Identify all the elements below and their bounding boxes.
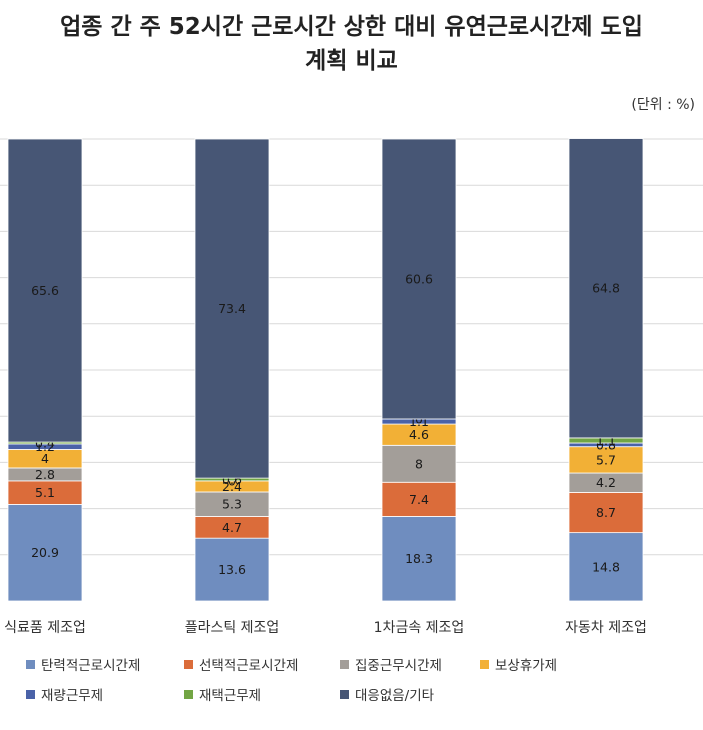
data-label: 4.2 <box>596 475 616 490</box>
bar-segment <box>381 444 457 483</box>
data-label: 60.6 <box>405 271 433 286</box>
data-label: 8 <box>415 456 423 471</box>
legend-swatch <box>340 689 349 699</box>
legend-item: 재택근무제 <box>184 684 261 704</box>
legend-label: 대응없음/기타 <box>355 688 435 704</box>
x-tick-label: 식료품 제조업 <box>4 620 86 636</box>
data-label: 4.7 <box>222 520 242 535</box>
data-label: 5.1 <box>35 485 55 500</box>
legend-label: 탄력적근로시간제 <box>41 658 141 674</box>
legend-item: 보상휴가제 <box>480 654 557 674</box>
legend-swatch <box>26 689 35 699</box>
data-label: 65.6 <box>31 283 59 298</box>
data-label: 64.8 <box>592 281 620 296</box>
data-label: 14.8 <box>592 559 620 574</box>
legend-label: 재량근무제 <box>41 688 104 704</box>
legend-label: 보상휴가제 <box>495 658 558 674</box>
bar-segment <box>568 492 644 534</box>
legend-swatch <box>184 689 193 699</box>
bar-segment <box>194 491 270 517</box>
data-label: 4.6 <box>409 427 429 442</box>
bar-segment <box>381 138 457 420</box>
chart-title-line1: 업종 간 주 52시간 근로시간 상한 대비 유연근로시간제 도입 <box>60 14 643 40</box>
legend-item: 탄력적근로시간제 <box>26 654 140 674</box>
data-label: 7.4 <box>409 492 429 507</box>
data-label: 20.9 <box>31 545 59 560</box>
legend-label: 집중근무시간제 <box>355 658 442 674</box>
bar-segment <box>381 516 457 602</box>
bar-segment <box>194 138 270 479</box>
bar-segment <box>7 138 83 443</box>
x-tick-label: 플라스틱 제조업 <box>185 620 280 636</box>
legend-swatch <box>480 659 489 669</box>
x-tick-label: 자동차 제조업 <box>565 620 647 636</box>
data-label: 2.8 <box>35 467 55 482</box>
chart-title-line2: 계획 비교 <box>305 48 398 74</box>
data-label: 8.7 <box>596 505 616 520</box>
legend-item: 선택적근로시간제 <box>184 654 298 674</box>
legend-swatch <box>26 659 35 669</box>
data-label: 5.3 <box>222 497 242 512</box>
data-label: 5.7 <box>596 452 616 467</box>
legend-swatch <box>184 659 193 669</box>
unit-label: (단위 : %) <box>631 97 695 113</box>
legend-item: 집중근무시간제 <box>340 654 442 674</box>
chart-title: 업종 간 주 52시간 근로시간 상한 대비 유연근로시간제 도입 계획 비교 <box>0 10 703 78</box>
legend-item: 대응없음/기타 <box>340 684 434 704</box>
legend-swatch <box>340 659 349 669</box>
bar-segment <box>568 138 644 439</box>
x-tick-label: 1차금속 제조업 <box>374 620 465 636</box>
bar-segment <box>568 532 644 602</box>
bar-segment <box>381 481 457 517</box>
data-label: 2.4 <box>222 479 242 494</box>
legend-label: 재택근무제 <box>199 688 262 704</box>
data-label: 73.4 <box>218 301 246 316</box>
bar-segment <box>7 504 83 602</box>
data-label: 13.6 <box>218 562 246 577</box>
bar-segment <box>568 446 644 474</box>
legend-item: 재량근무제 <box>26 684 103 704</box>
data-label: 18.3 <box>405 551 433 566</box>
data-label: 4 <box>41 451 49 466</box>
legend-label: 선택적근로시간제 <box>199 658 299 674</box>
bar-segment <box>194 537 270 602</box>
